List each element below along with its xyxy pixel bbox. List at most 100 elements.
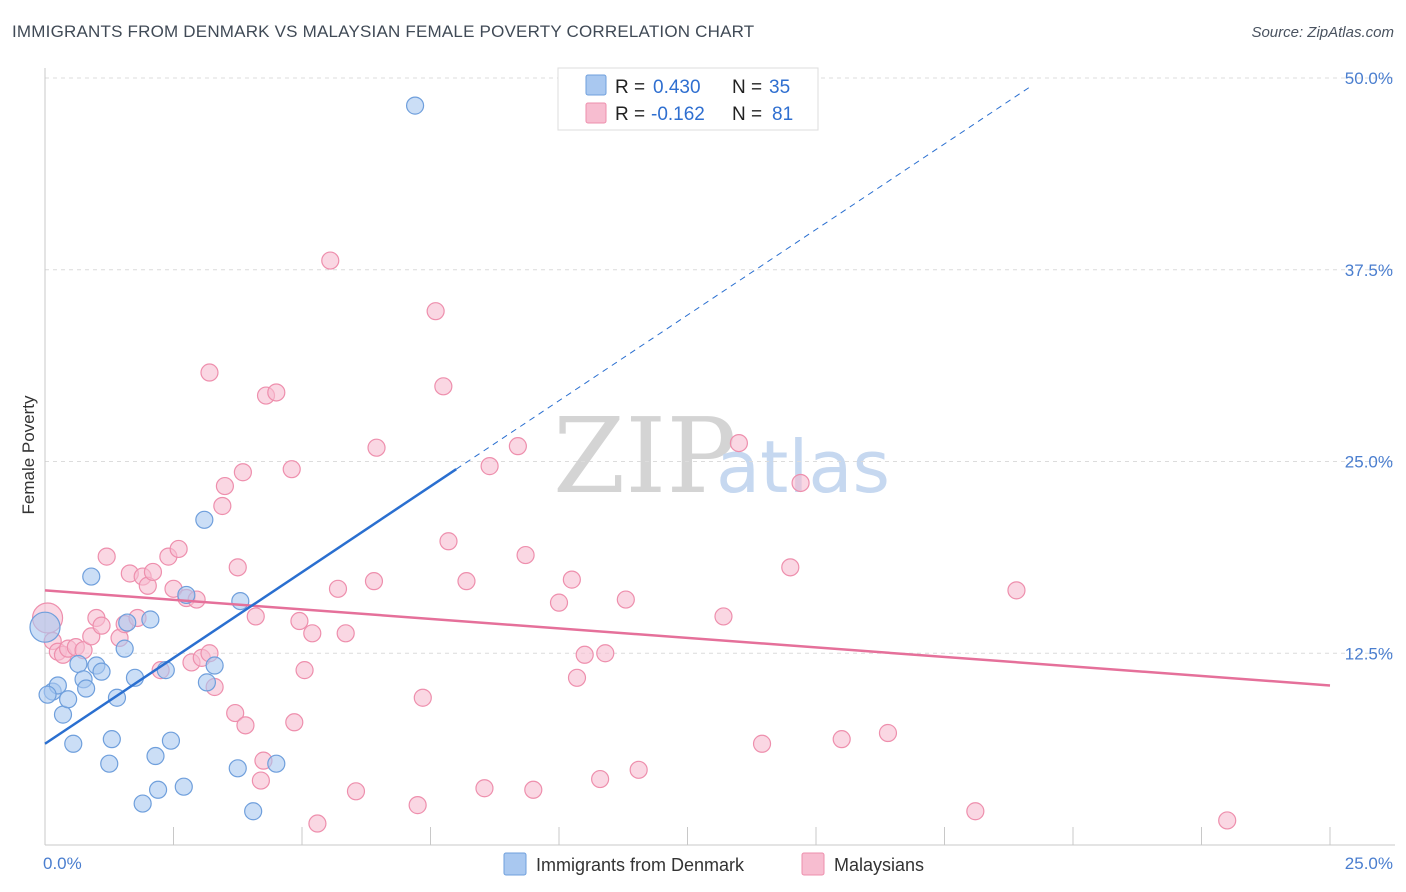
x-tick-labels: 0.0% 25.0% [43,854,1393,873]
malaysians-point [629,760,648,779]
malaysians-point [1007,581,1026,600]
malaysians-point [596,644,615,663]
denmark-point [197,673,217,692]
stats-n-label-denmark: N = [732,77,762,98]
malaysians-point [321,251,340,270]
denmark-point [177,585,196,605]
malaysians-point [562,570,581,589]
x-tick-label-max: 25.0% [1345,854,1393,873]
malaysians-point [567,668,587,687]
malaysians-point [475,779,494,798]
source-credit: Source: ZipAtlas.com [1251,24,1394,41]
denmark-point [38,685,57,704]
gridlines [45,77,1395,654]
malaysians-point [1218,811,1237,830]
denmark-point [100,754,119,773]
chart-title: IMMIGRANTS FROM DENMARK VS MALAYSIAN FEM… [12,22,755,41]
y-axis-label: Female Poverty [19,395,38,515]
denmark-point [102,730,121,749]
malaysians-point [169,539,188,559]
stats-n-value-malaysians: 81 [772,104,793,125]
malaysians-point [591,769,610,789]
watermark-zip: ZIP [553,395,736,517]
y-tick-label: 50.0% [1345,69,1393,88]
malaysians-point [781,558,800,577]
malaysians-point [228,558,247,577]
malaysians-point [267,383,286,402]
denmark-point [244,802,263,821]
legend-label-malaysians: Malaysians [834,855,924,875]
denmark-point [64,734,83,753]
malaysians-point [282,460,301,479]
malaysians-point [752,734,772,753]
denmark-point [59,690,78,709]
legend: Immigrants from Denmark Malaysians [503,852,924,876]
malaysians-point [616,590,635,609]
malaysians-point [97,547,116,566]
malaysians-point [246,607,265,626]
watermark: ZIP atlas [553,395,890,517]
legend-label-denmark: Immigrants from Denmark [536,855,745,875]
denmark-point [161,731,181,750]
malaysians-point [143,562,163,582]
malaysians-point [832,730,851,749]
stats-swatch-denmark [585,74,607,96]
malaysians-point [308,814,327,833]
stats-n-value-denmark: 35 [769,77,790,98]
denmark-point [53,705,73,724]
denmark-trend-extension [455,85,1033,470]
stats-r-value-denmark: 0.430 [653,77,701,98]
y-tick-label: 12.5% [1345,644,1393,663]
stats-box: R = 0.430 N = 35 R = -0.162 N = 81 [557,67,819,131]
denmark-point [133,794,152,813]
malaysians-point [367,438,386,457]
denmark-point [115,639,134,658]
trend-lines [44,85,1331,745]
denmark-trend-line [44,468,457,745]
denmark-points [29,96,425,821]
malaysians-point [346,782,366,801]
malaysians-point [729,433,749,453]
denmark-point [141,610,160,629]
denmark-point [195,510,214,529]
stats-n-label-malaysians: N = [732,104,762,125]
denmark-point [205,656,224,675]
denmark-point [228,759,247,778]
malaysians-point [966,802,985,821]
malaysians-point [434,377,453,396]
malaysians-point [251,771,270,790]
stats-r-label-malaysians: R = [615,104,645,125]
denmark-point [69,654,88,674]
x-tick-label-min: 0.0% [43,854,82,873]
malaysians-point [457,572,476,591]
stats-r-label-denmark: R = [615,77,645,98]
malaysians-point [226,703,245,723]
malaysians-point [92,616,111,635]
denmark-point [267,754,286,773]
malaysians-point [213,496,232,516]
malaysians-point [575,645,594,664]
denmark-point [148,780,168,799]
denmark-point [77,679,96,698]
malaysians-point [508,437,527,456]
malaysians-point [236,716,255,735]
stats-r-value-malaysians: -0.162 [651,104,705,125]
denmark-point [231,591,250,611]
malaysians-point [439,532,458,551]
y-tick-label: 25.0% [1345,453,1393,472]
malaysians-point [328,579,348,598]
axes [44,68,1395,846]
malaysians-point [336,624,355,643]
malaysians-point [791,473,810,493]
malaysians-point [524,780,543,799]
malaysians-point [549,593,569,612]
malaysians-point [364,572,384,591]
denmark-point [82,567,101,586]
denmark-point [118,613,137,632]
malaysians-point [413,688,432,707]
y-tick-labels: 12.5% 25.0% 37.5% 50.0% [1345,69,1393,663]
malaysians-point [290,611,309,631]
malaysians-point [200,363,219,382]
legend-swatch-denmark [503,852,527,876]
